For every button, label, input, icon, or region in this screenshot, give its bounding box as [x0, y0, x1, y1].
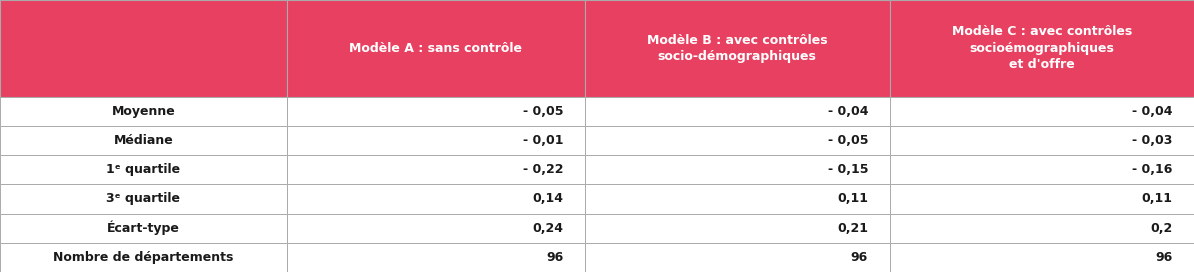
Text: - 0,05: - 0,05	[523, 105, 564, 118]
Text: Modèle A : sans contrôle: Modèle A : sans contrôle	[350, 42, 522, 55]
Bar	[0, 155, 287, 184]
Text: 0,11: 0,11	[1141, 192, 1173, 205]
Text: - 0,01: - 0,01	[523, 134, 564, 147]
Bar	[890, 126, 1194, 155]
Bar	[287, 97, 585, 126]
Text: 0,21: 0,21	[837, 222, 868, 235]
Text: - 0,03: - 0,03	[1132, 134, 1173, 147]
Bar	[287, 214, 585, 243]
Text: - 0,16: - 0,16	[1132, 163, 1173, 176]
Bar	[890, 97, 1194, 126]
Bar	[585, 0, 890, 97]
Bar	[585, 97, 890, 126]
Bar	[0, 126, 287, 155]
Text: Moyenne: Moyenne	[111, 105, 176, 118]
Text: - 0,15: - 0,15	[827, 163, 868, 176]
Bar	[585, 214, 890, 243]
Text: Nombre de départements: Nombre de départements	[53, 251, 234, 264]
Text: 96: 96	[851, 251, 868, 264]
Bar	[890, 243, 1194, 272]
Text: 96: 96	[547, 251, 564, 264]
Text: 1ᵉ quartile: 1ᵉ quartile	[106, 163, 180, 176]
Bar	[287, 155, 585, 184]
Bar	[890, 184, 1194, 214]
Bar	[287, 243, 585, 272]
Bar	[0, 184, 287, 214]
Text: - 0,04: - 0,04	[1132, 105, 1173, 118]
Text: 0,24: 0,24	[533, 222, 564, 235]
Text: Modèle B : avec contrôles
socio-démographiques: Modèle B : avec contrôles socio-démograp…	[647, 33, 827, 63]
Text: Modèle C : avec contrôles
socioémographiques
et d'offre: Modèle C : avec contrôles socioémographi…	[952, 25, 1132, 71]
Text: 0,14: 0,14	[533, 192, 564, 205]
Bar	[0, 243, 287, 272]
Text: Médiane: Médiane	[113, 134, 173, 147]
Bar	[585, 155, 890, 184]
Text: - 0,22: - 0,22	[523, 163, 564, 176]
Bar	[890, 155, 1194, 184]
Text: 3ᵉ quartile: 3ᵉ quartile	[106, 192, 180, 205]
Text: 96: 96	[1156, 251, 1173, 264]
Text: 0,2: 0,2	[1150, 222, 1173, 235]
Bar	[0, 0, 287, 97]
Bar	[287, 126, 585, 155]
Text: - 0,04: - 0,04	[827, 105, 868, 118]
Bar	[890, 214, 1194, 243]
Bar	[585, 243, 890, 272]
Bar	[585, 184, 890, 214]
Bar	[287, 184, 585, 214]
Bar	[890, 0, 1194, 97]
Text: 0,11: 0,11	[837, 192, 868, 205]
Bar	[287, 0, 585, 97]
Text: Écart-type: Écart-type	[106, 221, 180, 235]
Bar	[0, 214, 287, 243]
Bar	[585, 126, 890, 155]
Bar	[0, 97, 287, 126]
Text: - 0,05: - 0,05	[827, 134, 868, 147]
